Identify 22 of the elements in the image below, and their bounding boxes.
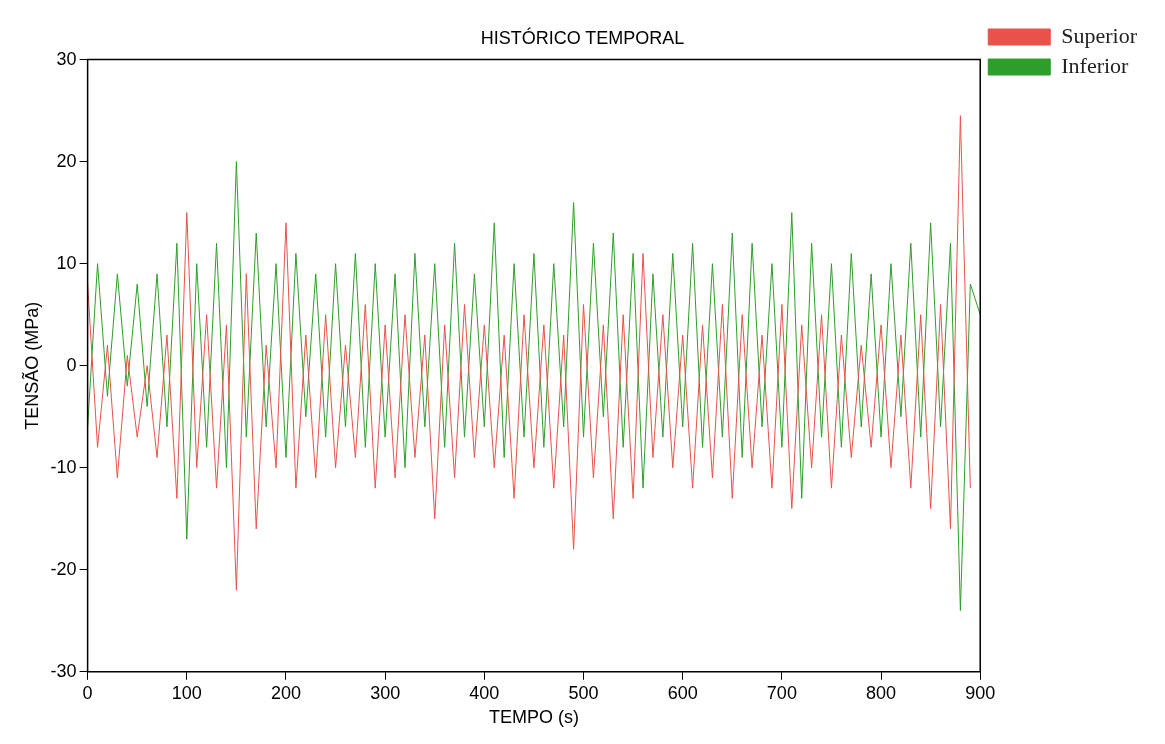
chart-title: HISTÓRICO TEMPORAL: [480, 26, 685, 48]
y-axis-title: TENSÃO (MPa): [20, 301, 42, 430]
x-tick-label: 100: [171, 682, 202, 703]
x-tick-label: 0: [82, 682, 93, 703]
y-tick-label: -30: [50, 660, 77, 681]
y-tick-label: -20: [50, 558, 77, 579]
x-axis-title: TEMPO (s): [488, 707, 579, 728]
y-tick-label: 0: [66, 354, 77, 375]
x-tick-label: 500: [568, 682, 599, 703]
x-tick-label: 400: [469, 682, 500, 703]
x-tick-label: 600: [667, 682, 698, 703]
x-tick-label: 200: [270, 682, 301, 703]
x-tick-label: 800: [866, 682, 897, 703]
x-tick-label: 300: [370, 682, 401, 703]
legend-label: Superior: [1061, 22, 1138, 48]
y-tick-label: -10: [50, 456, 77, 477]
x-tick-label: 700: [766, 682, 797, 703]
y-tick-label: 10: [56, 252, 77, 273]
y-tick-label: 30: [56, 48, 77, 69]
y-tick-label: 20: [56, 150, 77, 171]
x-tick-label: 900: [965, 682, 996, 703]
legend-label: Inferior: [1061, 52, 1130, 78]
